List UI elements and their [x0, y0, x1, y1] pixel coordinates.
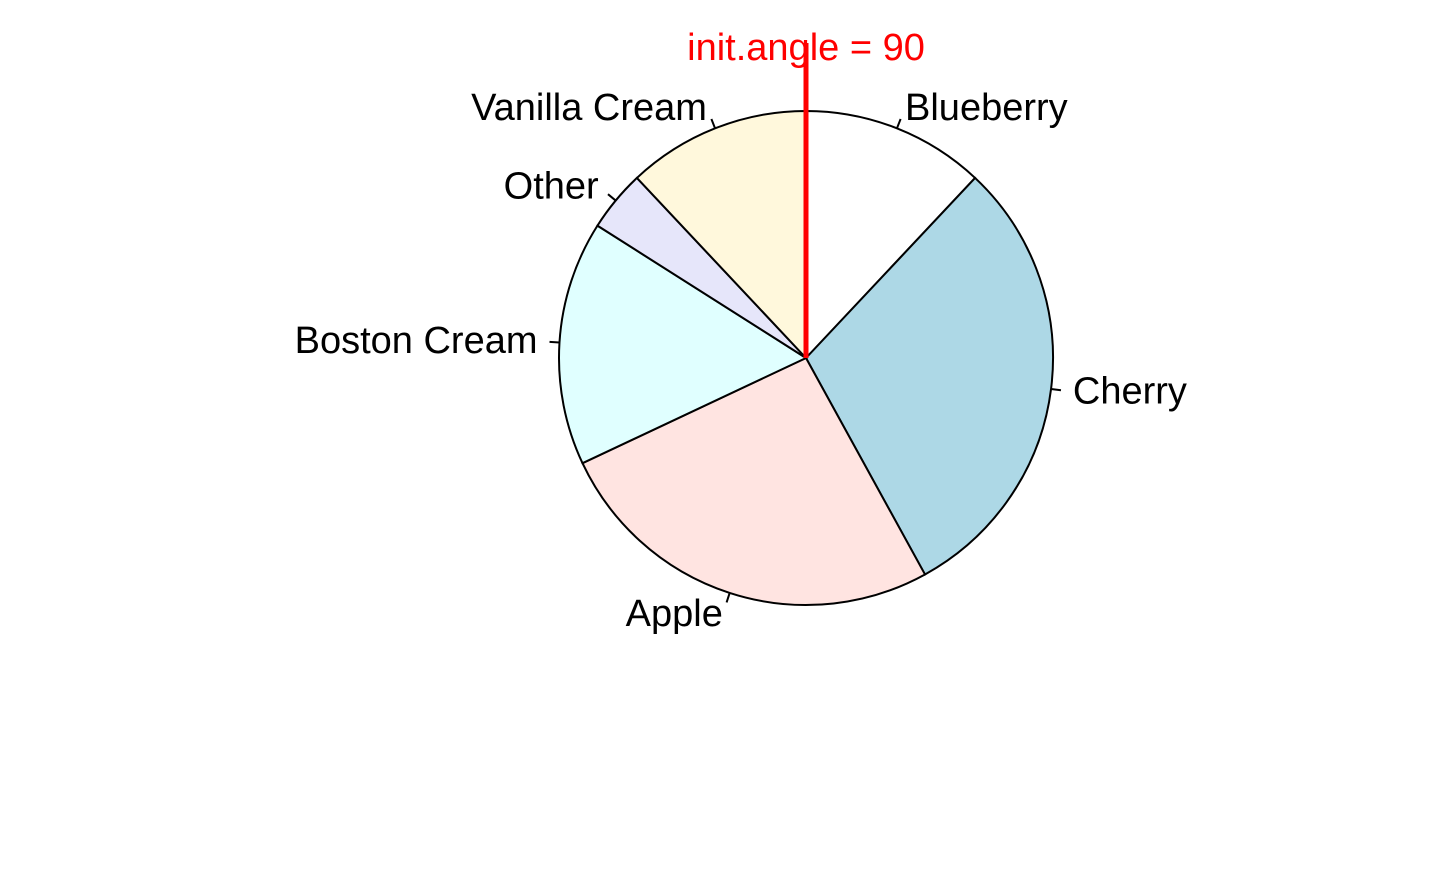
label-ticks	[549, 118, 1062, 603]
label-cherry: Cherry	[1073, 371, 1187, 413]
tick-blueberry	[895, 118, 902, 129]
pie-slices	[558, 109, 1054, 606]
label-vanilla-cream: Vanilla Cream	[471, 87, 707, 129]
label-apple: Apple	[626, 593, 723, 635]
tick-cherry	[1050, 387, 1062, 392]
tick-boston-cream	[549, 340, 560, 344]
tick-apple	[725, 592, 731, 603]
slice-blueberry	[805, 109, 977, 361]
slice-boston-cream	[558, 224, 809, 465]
tick-vanilla-cream	[710, 118, 717, 129]
label-blueberry: Blueberry	[905, 87, 1068, 129]
slice-apple	[581, 356, 927, 606]
tick-other	[607, 193, 617, 202]
label-boston-cream: Boston Cream	[295, 320, 538, 362]
label-other: Other	[504, 166, 599, 208]
slice-vanilla-cream	[635, 109, 807, 361]
init-angle-annotation: init.angle = 90	[687, 27, 925, 69]
slice-labels: Blueberry Cherry Apple Boston Cream Other Van…	[295, 87, 1187, 635]
slice-cherry	[804, 176, 1054, 576]
